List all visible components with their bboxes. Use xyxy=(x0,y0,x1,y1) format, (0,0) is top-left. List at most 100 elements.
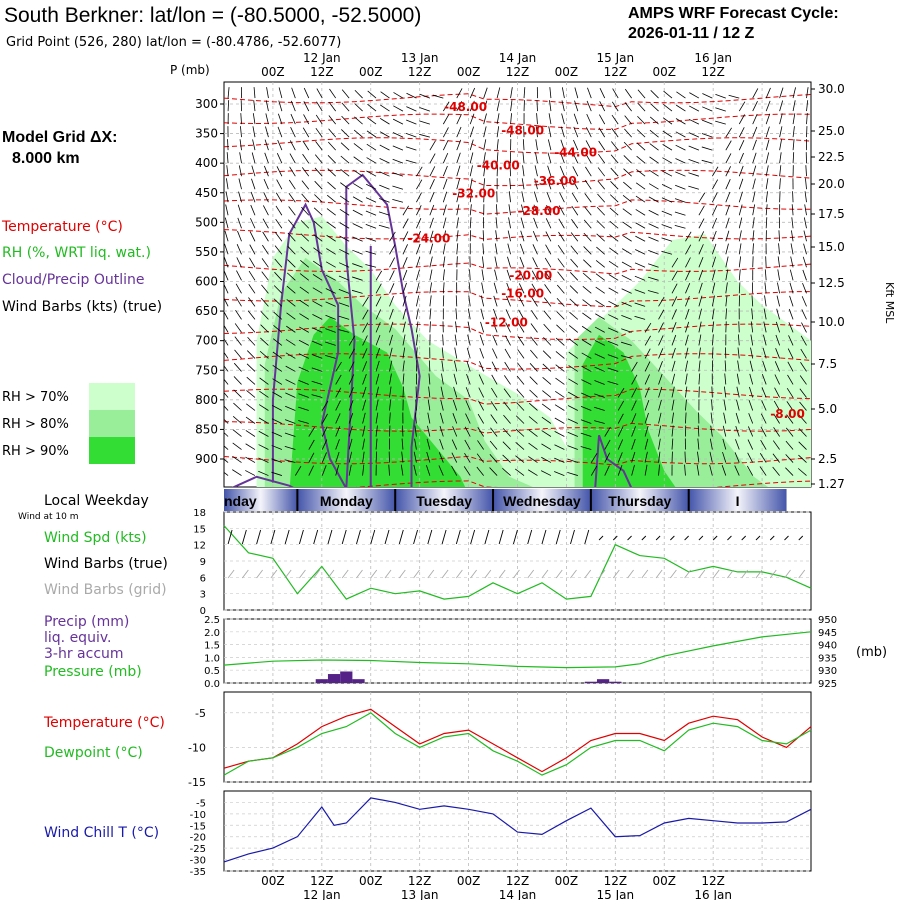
wind-barb xyxy=(747,439,754,450)
wind-barb xyxy=(489,440,498,450)
wind-barb xyxy=(509,178,511,190)
wind-barb xyxy=(442,101,450,112)
wind-barb xyxy=(689,92,700,99)
pressure-tick-label: 950 xyxy=(818,615,837,626)
temp-tick-label: -15 xyxy=(188,776,206,789)
true-wind-barb xyxy=(641,535,647,541)
wind-barb xyxy=(439,412,444,424)
wind-barb xyxy=(503,388,511,398)
pressure-tick-label: 600 xyxy=(195,275,218,289)
wind-barb xyxy=(389,347,393,359)
wind-barb xyxy=(611,128,619,138)
wind-barb xyxy=(724,373,727,385)
wind-barb xyxy=(366,157,377,164)
true-wind-barb xyxy=(698,535,704,541)
mb-unit-label: (mb) xyxy=(856,645,887,660)
wind-barb xyxy=(286,312,296,320)
wind-barb xyxy=(299,313,309,320)
wind-barb xyxy=(259,364,269,372)
wind-barb xyxy=(715,120,726,125)
wind-barb xyxy=(326,248,336,255)
wind-barb xyxy=(596,246,605,255)
wind-barb xyxy=(245,430,256,437)
wind-barb xyxy=(765,256,767,268)
wind-barb xyxy=(637,102,646,112)
wind-barb xyxy=(688,159,700,164)
wind-barb xyxy=(348,374,355,385)
wind-barb xyxy=(611,101,619,112)
wind-barb xyxy=(467,308,471,320)
wind-barb xyxy=(775,321,780,333)
wind-barb xyxy=(617,439,624,450)
wind-barb xyxy=(273,285,283,294)
precip-tick-label: 1.5 xyxy=(204,641,220,652)
grid-wind-barb xyxy=(441,569,449,579)
wind-barb xyxy=(479,347,485,359)
wind-barb xyxy=(234,336,242,346)
wind-barb xyxy=(521,191,525,203)
legend-cloud: Cloud/Precip Outline xyxy=(2,272,145,288)
wind-barb xyxy=(464,452,471,463)
wind-barb xyxy=(685,334,689,346)
wind-barb xyxy=(506,269,511,281)
top-hour-label: 00Z xyxy=(555,65,579,79)
wind-barb xyxy=(658,425,662,437)
true-wind-barb xyxy=(370,529,376,545)
wind-barb xyxy=(610,167,619,177)
wind-barb xyxy=(327,141,336,151)
wind-barb xyxy=(427,399,431,411)
height-tick-label: 10.0 xyxy=(818,315,845,329)
wind-barb xyxy=(312,287,323,294)
true-wind-barb xyxy=(455,529,461,545)
wind-barb xyxy=(685,373,688,385)
wind-barb xyxy=(800,348,807,359)
wind-barb xyxy=(298,420,309,424)
grid-wind-barb xyxy=(484,569,492,579)
grid-wind-barb xyxy=(670,569,677,579)
true-wind-barb xyxy=(541,529,547,545)
wind-barb xyxy=(697,451,700,463)
wind-barb xyxy=(352,249,363,255)
wind-barb xyxy=(590,465,598,476)
bottom-hour-label: 12Z xyxy=(506,874,530,888)
precip-bar xyxy=(352,679,365,683)
wind-barb xyxy=(734,465,740,476)
wind-barb xyxy=(759,453,767,463)
wind-barb xyxy=(765,191,768,203)
wind-barb xyxy=(419,120,430,125)
wind-barb xyxy=(248,297,256,307)
wind-barb xyxy=(259,377,269,385)
wind-barb xyxy=(510,87,513,99)
wind-barb xyxy=(378,211,390,216)
wind-barb xyxy=(299,326,309,333)
wind-barb xyxy=(583,232,592,242)
wind-barb xyxy=(554,404,565,411)
temperature-contour xyxy=(224,388,811,405)
weekday-label: Thursday xyxy=(608,493,671,509)
wind-barb xyxy=(298,366,309,372)
wind-barb xyxy=(624,128,632,138)
wind-barb xyxy=(239,139,242,151)
wind-barb xyxy=(362,464,365,476)
wind-barb xyxy=(648,223,659,229)
wind-barb xyxy=(335,413,341,424)
wind-barb xyxy=(635,209,646,216)
wind-barb xyxy=(284,459,296,463)
wind-barb xyxy=(495,230,498,242)
wind-barb xyxy=(752,178,756,190)
wind-barb xyxy=(392,145,404,151)
wind-barb xyxy=(328,128,336,138)
wind-barb xyxy=(662,117,673,125)
wind-barb xyxy=(558,205,565,216)
grid-wind-barb xyxy=(727,569,734,579)
wind-barb xyxy=(224,365,229,372)
wind-barb xyxy=(711,295,715,307)
wind-barb xyxy=(456,256,458,268)
wind-barb xyxy=(570,232,579,242)
wind-barb xyxy=(608,314,619,320)
wind-barb xyxy=(245,470,256,476)
wind-barb xyxy=(532,244,538,255)
wind-barbs-true-legend: Wind Barbs (true) xyxy=(44,556,168,572)
wind-barb xyxy=(453,373,458,385)
wind-barb xyxy=(490,427,498,437)
